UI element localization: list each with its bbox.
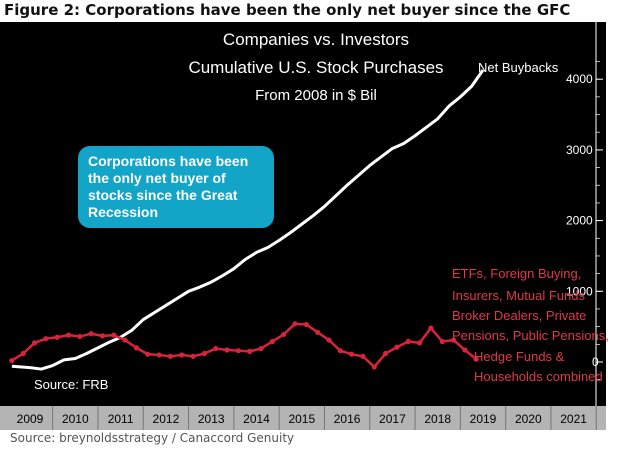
- y-tick-label: 4000: [566, 72, 593, 86]
- data-point: [9, 357, 15, 364]
- data-point: [235, 348, 241, 354]
- data-point: [416, 340, 423, 346]
- x-tick-label: 2009: [17, 412, 44, 426]
- chart-title-line-0: Companies vs. Investors: [223, 30, 409, 49]
- source-note: Source: breynoldsstrategy / Canaccord Ge…: [10, 431, 295, 445]
- x-tick-label: 2021: [560, 412, 587, 426]
- data-point: [88, 331, 94, 337]
- y-tick-label: 1000: [566, 284, 593, 298]
- data-point: [179, 352, 185, 358]
- data-point: [145, 351, 151, 357]
- data-point: [281, 331, 287, 338]
- data-point: [77, 333, 83, 340]
- data-point: [54, 334, 60, 340]
- data-point: [201, 350, 208, 357]
- x-tick-label: 2015: [288, 412, 315, 426]
- x-tick-label: 2018: [424, 412, 451, 426]
- data-point: [224, 347, 230, 353]
- data-point: [111, 332, 117, 338]
- x-tick-label: 2016: [334, 412, 361, 426]
- series-label-investors-line: Hedge Funds &: [474, 349, 565, 364]
- data-point: [315, 329, 321, 335]
- data-point: [405, 338, 411, 345]
- data-point: [428, 325, 434, 331]
- x-tick-label: 2013: [198, 412, 225, 426]
- data-point: [156, 352, 162, 358]
- data-point: [303, 321, 309, 328]
- data-point: [450, 337, 457, 343]
- chart-svg: Companies vs. Investors Cumulative U.S. S…: [0, 22, 609, 430]
- series-label-investors-line: Households combined: [474, 369, 603, 384]
- series-label-investors-line: Pensions, Public Pensions,: [452, 328, 609, 343]
- data-point: [133, 345, 140, 351]
- chart-title-line-2: From 2008 in $ Bil: [255, 87, 377, 104]
- data-point: [360, 353, 366, 359]
- data-point: [371, 364, 377, 370]
- series-line-0: [11, 69, 485, 371]
- x-tick-label: 2020: [515, 412, 542, 426]
- data-point: [383, 350, 389, 357]
- data-point: [122, 337, 128, 343]
- data-point: [326, 337, 332, 343]
- chart-title: Companies vs. Investors Cumulative U.S. S…: [188, 30, 443, 104]
- data-point: [213, 345, 219, 352]
- data-point: [473, 356, 479, 362]
- data-point: [292, 321, 298, 327]
- figure-title: Figure 2: Corporations have been the onl…: [4, 1, 571, 19]
- x-tick-label: 2011: [108, 412, 134, 426]
- data-point: [439, 338, 445, 345]
- series-label-investors-line: Insurers, Mutual Funds: [452, 288, 585, 303]
- data-point: [462, 347, 468, 353]
- series-label-investors-line: ETFs, Foreign Buying,: [452, 266, 581, 281]
- data-point: [247, 348, 253, 354]
- series-line-1: [11, 322, 477, 369]
- data-point: [349, 351, 355, 357]
- x-tick-label: 2014: [243, 412, 270, 426]
- y-tick-label: 3000: [566, 143, 593, 157]
- x-tick-label: 2017: [379, 412, 406, 426]
- series-label-net-buybacks: Net Buybacks: [478, 60, 559, 75]
- callout-box: Corporations have been the only net buye…: [78, 146, 274, 228]
- data-point: [394, 344, 400, 350]
- series-label-investors-line: Broker Dealers, Private: [452, 308, 586, 323]
- data-point: [337, 348, 343, 354]
- data-point: [31, 340, 38, 346]
- data-point: [20, 350, 26, 357]
- chart-title-line-1: Cumulative U.S. Stock Purchases: [188, 58, 443, 77]
- data-point: [269, 338, 275, 345]
- data-point: [167, 353, 174, 359]
- data-point: [43, 336, 49, 342]
- chart-source-label: Source: FRB: [34, 377, 108, 392]
- x-tick-label: 2019: [470, 412, 497, 426]
- x-tick-label: 2012: [153, 412, 180, 426]
- data-point: [258, 345, 264, 352]
- data-point: [99, 333, 106, 339]
- y-tick-label: 0: [592, 355, 599, 369]
- x-axis-bar: [0, 406, 606, 430]
- data-point: [65, 332, 72, 338]
- x-tick-label: 2010: [62, 412, 89, 426]
- data-point: [190, 353, 196, 359]
- y-tick-label: 2000: [566, 214, 593, 228]
